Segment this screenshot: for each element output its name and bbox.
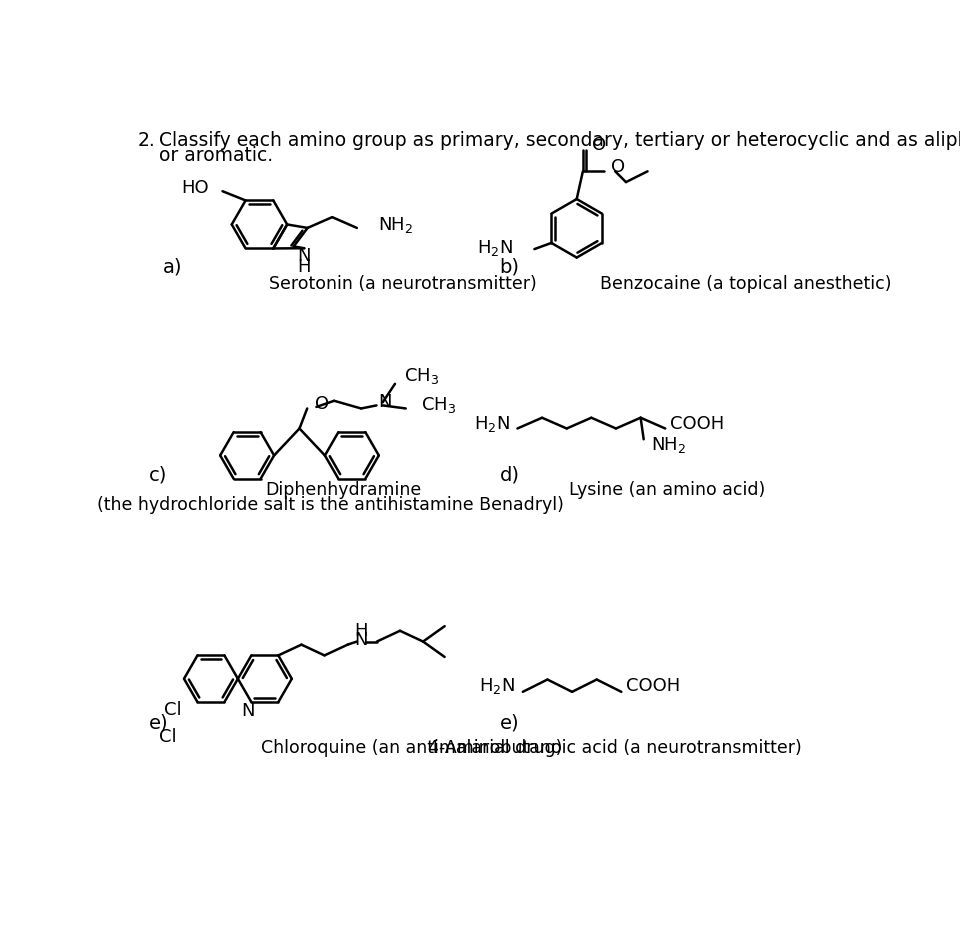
Text: N: N	[378, 393, 392, 412]
Text: c): c)	[150, 465, 168, 484]
Text: H: H	[355, 621, 369, 640]
Text: d): d)	[500, 465, 519, 484]
Text: e): e)	[150, 713, 169, 732]
Text: H$_2$N: H$_2$N	[477, 238, 513, 258]
Text: b): b)	[500, 258, 519, 276]
Text: N: N	[355, 631, 369, 649]
Text: CH$_3$: CH$_3$	[404, 367, 440, 386]
Text: O: O	[315, 395, 329, 413]
Text: (the hydrochloride salt is the antihistamine Benadryl): (the hydrochloride salt is the antihista…	[97, 496, 564, 514]
Text: COOH: COOH	[670, 415, 724, 433]
Text: Chloroquine (an antimalarial drug): Chloroquine (an antimalarial drug)	[261, 739, 563, 757]
Text: Cl: Cl	[164, 701, 182, 719]
Text: H$_2$N: H$_2$N	[474, 414, 510, 434]
Text: Cl: Cl	[159, 728, 177, 745]
Text: Diphenhydramine: Diphenhydramine	[265, 481, 421, 499]
Text: 2.: 2.	[138, 131, 156, 149]
Text: N: N	[242, 702, 255, 720]
Text: a): a)	[162, 258, 182, 276]
Text: or aromatic.: or aromatic.	[159, 146, 274, 164]
Text: e): e)	[500, 713, 519, 732]
Text: NH$_2$: NH$_2$	[378, 215, 414, 235]
Text: CH$_3$: CH$_3$	[421, 396, 456, 415]
Text: COOH: COOH	[626, 677, 681, 695]
Text: NH$_2$: NH$_2$	[652, 435, 686, 456]
Text: Lysine (an amino acid): Lysine (an amino acid)	[569, 481, 765, 499]
Text: O: O	[592, 136, 606, 154]
Text: Serotonin (a neurotransmitter): Serotonin (a neurotransmitter)	[269, 274, 537, 292]
Text: N: N	[298, 247, 311, 265]
Text: Classify each amino group as primary, secondary, tertiary or heterocyclic and as: Classify each amino group as primary, se…	[159, 131, 960, 149]
Text: Benzocaine (a topical anesthetic): Benzocaine (a topical anesthetic)	[600, 274, 891, 292]
Text: H$_2$N: H$_2$N	[479, 676, 516, 696]
Text: H: H	[298, 258, 311, 275]
Text: 4-Aminobutanoic acid (a neurotransmitter): 4-Aminobutanoic acid (a neurotransmitter…	[428, 739, 802, 757]
Text: O: O	[611, 158, 625, 176]
Text: HO: HO	[181, 180, 208, 197]
